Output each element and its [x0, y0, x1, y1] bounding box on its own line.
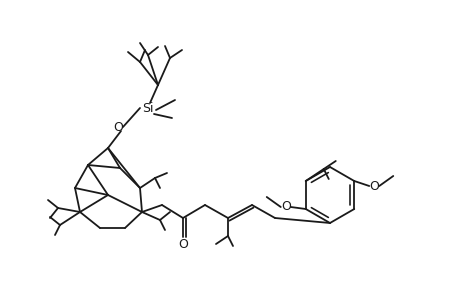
- Text: O: O: [178, 238, 188, 250]
- Text: O: O: [369, 179, 378, 193]
- Text: O: O: [113, 121, 123, 134]
- Text: O: O: [280, 200, 290, 214]
- Text: Si: Si: [142, 101, 153, 115]
